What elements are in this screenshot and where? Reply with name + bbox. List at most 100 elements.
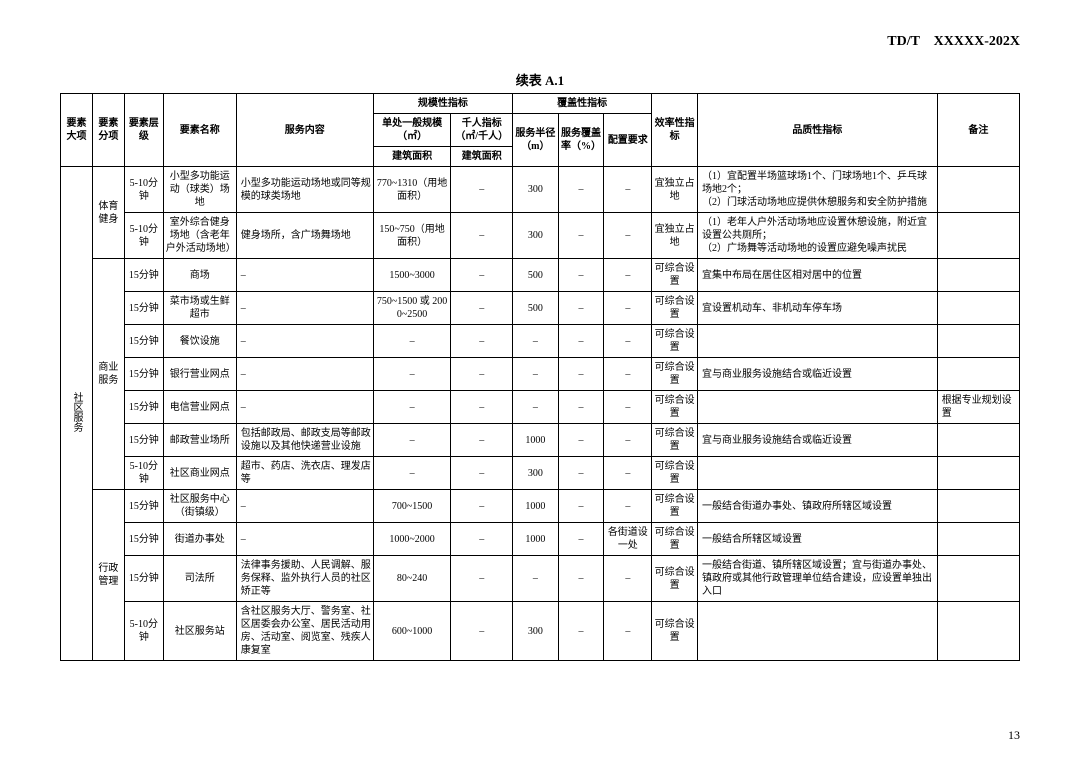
table-title: 续表 A.1 <box>60 70 1020 89</box>
cell-radius: – <box>513 358 559 391</box>
cell-sub: 体育健身 <box>92 167 124 259</box>
th-scale-a-bot: 建筑面积 <box>373 147 451 167</box>
cell-service: 超市、药店、洗衣店、理发店等 <box>236 457 373 490</box>
th-sub: 要素分项 <box>92 94 124 167</box>
cell-cover: – <box>558 424 604 457</box>
cell-eff: 可综合设置 <box>652 325 698 358</box>
cell-config: – <box>604 602 652 661</box>
cell-scale-b: – <box>451 391 513 424</box>
cell-level: 15分钟 <box>124 556 163 602</box>
cell-level: 15分钟 <box>124 490 163 523</box>
cell-radius: 1000 <box>513 424 559 457</box>
cell-config: – <box>604 457 652 490</box>
cell-name: 司法所 <box>163 556 236 602</box>
cell-remark <box>937 259 1019 292</box>
cell-scale-a: 750~1500 或 2000~2500 <box>373 292 451 325</box>
cell-remark <box>937 457 1019 490</box>
cell-scale-b: – <box>451 457 513 490</box>
th-config: 配置要求 <box>604 114 652 167</box>
cell-remark <box>937 325 1019 358</box>
cell-radius: 500 <box>513 259 559 292</box>
page-number: 13 <box>1008 728 1020 743</box>
cell-cover: – <box>558 457 604 490</box>
cell-quality <box>697 325 937 358</box>
cell-scale-b: – <box>451 259 513 292</box>
cell-scale-b: – <box>451 602 513 661</box>
cell-quality: 宜与商业服务设施结合或临近设置 <box>697 358 937 391</box>
cell-level: 15分钟 <box>124 424 163 457</box>
main-table: 要素大项 要素分项 要素层级 要素名称 服务内容 规模性指标 覆盖性指标 效率性… <box>60 93 1020 661</box>
cell-remark <box>937 490 1019 523</box>
cell-cover: – <box>558 490 604 523</box>
cell-config: – <box>604 358 652 391</box>
cell-remark <box>937 602 1019 661</box>
cell-scale-b: – <box>451 292 513 325</box>
cell-scale-a: – <box>373 325 451 358</box>
cell-service: 小型多功能运动场地或同等规模的球类场地 <box>236 167 373 213</box>
cell-level: 15分钟 <box>124 325 163 358</box>
cell-scale-a: 1000~2000 <box>373 523 451 556</box>
table-row: 行政管理15分钟社区服务中心（街镇级）–700~1500–1000––可综合设置… <box>61 490 1020 523</box>
cell-sub: 行政管理 <box>92 490 124 661</box>
cell-eff: 宜独立占地 <box>652 213 698 259</box>
cell-cover: – <box>558 292 604 325</box>
cell-eff: 可综合设置 <box>652 602 698 661</box>
cell-quality <box>697 457 937 490</box>
cell-scale-a: 770~1310（用地面积） <box>373 167 451 213</box>
cell-eff: 可综合设置 <box>652 424 698 457</box>
cell-scale-b: – <box>451 358 513 391</box>
table-row: 15分钟菜市场或生鲜超市–750~1500 或 2000~2500–500––可… <box>61 292 1020 325</box>
th-scale-b-top: 千人指标（㎡/千人） <box>451 114 513 147</box>
cell-scale-a: – <box>373 391 451 424</box>
cell-quality <box>697 602 937 661</box>
cell-remark <box>937 523 1019 556</box>
cell-remark <box>937 213 1019 259</box>
cell-radius: 1000 <box>513 490 559 523</box>
cell-remark <box>937 167 1019 213</box>
cell-quality: （1）老年人户外活动场地应设置休憩设施，附近宜设置公共厕所；（2）广场舞等活动场… <box>697 213 937 259</box>
cell-remark <box>937 424 1019 457</box>
th-remark: 备注 <box>937 94 1019 167</box>
cell-name: 小型多功能运动（球类）场地 <box>163 167 236 213</box>
cell-remark <box>937 556 1019 602</box>
cell-scale-a: 80~240 <box>373 556 451 602</box>
cell-eff: 可综合设置 <box>652 358 698 391</box>
cell-cover: – <box>558 602 604 661</box>
cell-name: 电信营业网点 <box>163 391 236 424</box>
cell-remark: 根据专业规划设置 <box>937 391 1019 424</box>
cell-scale-b: – <box>451 167 513 213</box>
cell-service: 包括邮政局、邮政支局等邮政设施以及其他快递营业设施 <box>236 424 373 457</box>
cell-service: – <box>236 358 373 391</box>
table-row: 社区服务体育健身5-10分钟小型多功能运动（球类）场地小型多功能运动场地或同等规… <box>61 167 1020 213</box>
cell-scale-a: 1500~3000 <box>373 259 451 292</box>
cell-radius: 300 <box>513 457 559 490</box>
cell-name: 菜市场或生鲜超市 <box>163 292 236 325</box>
cell-cover: – <box>558 259 604 292</box>
cell-service: 法律事务援助、人民调解、服务保释、监外执行人员的社区矫正等 <box>236 556 373 602</box>
cell-scale-a: – <box>373 424 451 457</box>
cell-config: 各街道设一处 <box>604 523 652 556</box>
cell-scale-b: – <box>451 213 513 259</box>
cell-config: – <box>604 391 652 424</box>
cell-scale-b: – <box>451 556 513 602</box>
cell-cover: – <box>558 391 604 424</box>
cell-level: 5-10分钟 <box>124 213 163 259</box>
cell-config: – <box>604 259 652 292</box>
th-cover-b: 服务覆盖率（%） <box>558 114 604 167</box>
cell-cover: – <box>558 358 604 391</box>
cell-quality: 宜设置机动车、非机动车停车场 <box>697 292 937 325</box>
table-row: 15分钟电信营业网点––––––可综合设置根据专业规划设置 <box>61 391 1020 424</box>
cell-quality: （1）宜配置半场篮球场1个、门球场地1个、乒乓球场地2个；（2）门球活动场地应提… <box>697 167 937 213</box>
doc-code: TD/T XXXXX-202X <box>60 30 1020 50</box>
cell-eff: 可综合设置 <box>652 259 698 292</box>
cell-cover: – <box>558 325 604 358</box>
cell-major: 社区服务 <box>61 167 93 661</box>
th-scale-group: 规模性指标 <box>373 94 512 114</box>
cell-cover: – <box>558 213 604 259</box>
table-row: 15分钟邮政营业场所包括邮政局、邮政支局等邮政设施以及其他快递营业设施––100… <box>61 424 1020 457</box>
th-major: 要素大项 <box>61 94 93 167</box>
cell-quality: 宜集中布局在居住区相对居中的位置 <box>697 259 937 292</box>
cell-scale-a: – <box>373 358 451 391</box>
cell-config: – <box>604 556 652 602</box>
cell-config: – <box>604 424 652 457</box>
